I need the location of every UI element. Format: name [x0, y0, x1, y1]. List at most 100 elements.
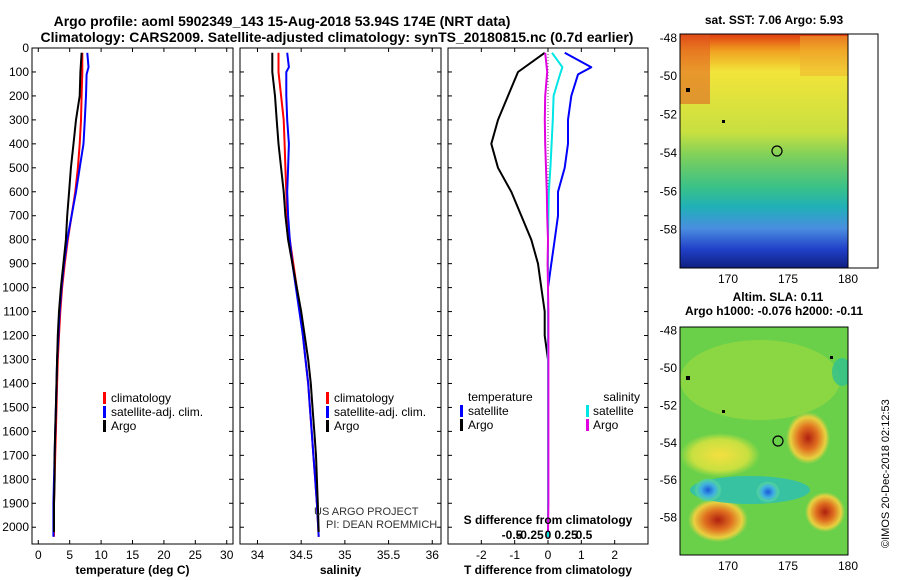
- legend-satellite-swatch: [326, 406, 329, 418]
- lat-tick-label: -50: [660, 69, 678, 83]
- lat-tick-label: -54: [660, 146, 678, 160]
- legend-t-argo-label: Argo: [468, 418, 494, 432]
- x-tick-label: 0: [35, 548, 42, 562]
- pi-credit: PI: DEAN ROEMMICH: [326, 519, 437, 531]
- x-tick-label: 30: [220, 548, 234, 562]
- depth-tick-label: 1000: [2, 281, 29, 295]
- series-argo: [271, 52, 320, 533]
- legend-salinity-header: salinity: [603, 390, 640, 404]
- lat-tick-label: -48: [660, 324, 678, 338]
- lat-tick-label: -56: [660, 184, 678, 198]
- legend-satellite-label: satellite-adj. clim.: [111, 405, 203, 419]
- series-temperature-argo: [490, 51, 549, 532]
- sla-low-anomaly: [832, 358, 848, 386]
- s-difference-axis-label: S difference from climatology: [464, 513, 633, 527]
- sst-warm-patch: [680, 34, 710, 104]
- series-salinity-satellite: [547, 52, 564, 537]
- x-tick-label: 15: [126, 548, 140, 562]
- x-tick-label: -2: [476, 548, 487, 562]
- temperature-legend: climatology satellite-adj. clim. Argo: [103, 391, 203, 433]
- figure-title-line2: Climatology: CARS2009. Satellite-adjuste…: [41, 29, 634, 45]
- sst-map: sat. SST: 7.06 Argo: 5.93: [679, 13, 879, 269]
- x-tick-label: 35: [338, 548, 352, 562]
- salinity-panel-frame: [239, 47, 442, 545]
- x-tick-label: 25: [189, 548, 203, 562]
- lon-tick-label: 180: [838, 272, 858, 286]
- depth-tick-label: 300: [9, 113, 29, 127]
- lon-tick-label: 170: [718, 272, 738, 286]
- sla-high-anomaly: [805, 492, 845, 532]
- sla-low-anomaly: [756, 481, 780, 503]
- legend-t-satellite-swatch: [460, 405, 463, 417]
- legend-climatology-swatch: [326, 392, 329, 404]
- differences-axis-label: T difference from climatology: [464, 563, 632, 577]
- legend-t-satellite-label: satellite: [468, 404, 509, 418]
- sla-low-anomaly: [694, 478, 722, 502]
- legend-climatology-label: climatology: [111, 391, 171, 405]
- legend-argo-swatch: [326, 420, 329, 432]
- sst-map-title: sat. SST: 7.06 Argo: 5.93: [705, 13, 844, 27]
- s-difference-tick-label: 0.5: [576, 528, 593, 542]
- argo-position-marker: [772, 435, 784, 447]
- sla-low-band: [690, 476, 810, 504]
- depth-tick-label: 1300: [2, 352, 29, 366]
- legend-argo-label: Argo: [111, 419, 137, 433]
- figure-title-line1: Argo profile: aoml 5902349_143 15-Aug-20…: [54, 13, 511, 29]
- sla-anomaly-blob: [680, 433, 760, 477]
- lat-tick-label: -50: [660, 361, 678, 375]
- sla-anomaly-patterns: [680, 340, 848, 542]
- s-difference-ticks: -0.5-0.25 0 0.250.5: [502, 528, 593, 542]
- legend-climatology-label: climatology: [334, 391, 394, 405]
- depth-tick-label: 1800: [2, 472, 29, 486]
- series-satellite-adj-clim-: [52, 52, 90, 537]
- lat-tick-label: -58: [660, 511, 678, 525]
- x-tick-label: 2: [611, 548, 618, 562]
- s-difference-tick-label: 0: [545, 528, 552, 542]
- land-marker: [722, 410, 725, 413]
- x-tick-label: 0: [545, 548, 552, 562]
- sla-high-anomaly: [786, 412, 830, 464]
- depth-tick-label: 1400: [2, 376, 29, 390]
- depth-tick-label: 1900: [2, 496, 29, 510]
- lat-tick-label: -56: [660, 473, 678, 487]
- depth-tick-label: 700: [9, 209, 29, 223]
- depth-tick-label: 600: [9, 185, 29, 199]
- sla-map: Altim. SLA: 0.11 Argo h1000: -0.076 h200…: [679, 290, 863, 556]
- lat-tick-label: -54: [660, 436, 678, 450]
- legend-s-argo-label: Argo: [593, 418, 619, 432]
- depth-tick-label: 500: [9, 161, 29, 175]
- depth-tick-label: 400: [9, 137, 29, 151]
- difference-legend: temperature satellite Argo salinity sate…: [460, 390, 640, 432]
- x-tick-label: 34: [251, 548, 265, 562]
- series-satellite-adj-clim-: [285, 52, 320, 537]
- x-tick-label: 20: [157, 548, 171, 562]
- land-marker: [686, 376, 690, 380]
- series-argo: [53, 52, 83, 532]
- depth-tick-label: 1100: [3, 305, 29, 319]
- lat-tick-label: -48: [660, 31, 678, 45]
- x-tick-label: 34.5: [289, 548, 313, 562]
- sla-map-title: Altim. SLA: 0.11: [733, 290, 824, 304]
- depth-tick-label: 900: [9, 257, 29, 271]
- depth-tick-label: 2000: [2, 520, 29, 534]
- series-temperature-satellite: [547, 51, 593, 537]
- series-salinity-argo: [543, 52, 550, 533]
- x-tick-label: 35.5: [377, 548, 401, 562]
- depth-tick-label: 1500: [2, 400, 29, 414]
- salinity-axis-label: salinity: [320, 563, 362, 577]
- land-marker: [722, 120, 725, 123]
- depth-tick-label: 0: [22, 41, 29, 55]
- lat-tick-label: -52: [660, 398, 678, 412]
- depth-tick-label: 1600: [2, 424, 29, 438]
- depth-tick-label: 200: [9, 89, 29, 103]
- land-marker: [830, 356, 833, 359]
- argo-position-marker: [771, 145, 783, 157]
- sla-map-subtitle: Argo h1000: -0.076 h2000: -0.11: [685, 304, 863, 318]
- legend-s-satellite-swatch: [586, 405, 589, 417]
- s-difference-tick-label: -0.5: [502, 528, 523, 542]
- x-tick-label: 10: [94, 548, 108, 562]
- x-tick-label: 36: [426, 548, 440, 562]
- sla-high-anomaly: [688, 498, 748, 542]
- legend-argo-label: Argo: [334, 419, 360, 433]
